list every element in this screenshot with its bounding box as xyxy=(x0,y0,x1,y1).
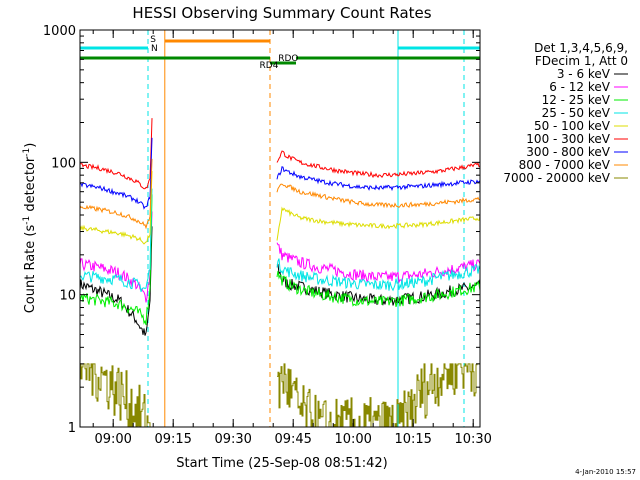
flag-label-rdo: RDO xyxy=(278,54,298,64)
plot-frame xyxy=(79,29,481,428)
legend-entry-label: 300 - 800 keV xyxy=(526,145,610,159)
series-line-7 xyxy=(79,137,481,210)
y-tick-label: 10 xyxy=(59,289,76,304)
series-line-2 xyxy=(79,211,481,303)
legend-entry-label: 50 - 100 keV xyxy=(534,119,611,133)
series-line-8 xyxy=(79,158,481,230)
legend-header-line-2: FDecim 1, Att 0 xyxy=(535,54,628,68)
timestamp: 4-Jan-2010 15:57 xyxy=(575,468,636,476)
x-tick-label: 09:00 xyxy=(94,432,131,447)
legend-header-line-1: Det 1,3,4,5,6,9, xyxy=(534,41,628,55)
x-tick-label: 10:30 xyxy=(454,432,491,447)
x-tick-label: 10:15 xyxy=(394,432,431,447)
y-axis-label: Count Rate (s-1 detector-1) xyxy=(22,143,38,314)
y-tick-label: 100 xyxy=(51,156,76,171)
flag-label-n: N xyxy=(151,44,158,54)
series-line-9 xyxy=(80,363,480,428)
legend-entry-label: 12 - 25 keV xyxy=(542,93,611,107)
series-line-5 xyxy=(79,171,481,245)
x-tick-label: 09:45 xyxy=(274,432,311,447)
x-tick-label: 10:00 xyxy=(334,432,371,447)
y-tick-label: 1000 xyxy=(43,24,76,39)
legend-entry-label: 3 - 6 keV xyxy=(557,67,611,81)
legend-entry-label: 25 - 50 keV xyxy=(542,106,611,120)
chart-title: HESSI Observing Summary Count Rates xyxy=(132,4,431,22)
x-tick-label: 09:30 xyxy=(214,432,251,447)
x-axis-ticks: 09:00 09:15 09:30 09:45 10:00 10:15 10:30 xyxy=(92,30,492,447)
plot-area: RD4 SN RDO xyxy=(79,30,481,428)
y-axis-ticks: 1 10 100 1000 xyxy=(43,24,480,436)
series-line-4 xyxy=(79,188,481,292)
series-line-6 xyxy=(80,118,480,190)
legend-entry-label: 7000 - 20000 keV xyxy=(503,171,610,185)
legend-entry-label: 800 - 7000 keV xyxy=(519,158,611,172)
state-bar-label: RD4 xyxy=(260,61,279,71)
series-line-3 xyxy=(79,194,481,326)
series-line-1 xyxy=(79,226,481,336)
legend: Det 1,3,4,5,6,9, FDecim 1, Att 0 3 - 6 k… xyxy=(503,41,628,185)
flag-label-s: S xyxy=(150,35,156,45)
legend-entry-label: 100 - 300 keV xyxy=(526,132,610,146)
x-axis-label: Start Time (25-Sep-08 08:51:42) xyxy=(176,456,387,471)
x-tick-label: 09:15 xyxy=(154,432,191,447)
y-tick-label: 1 xyxy=(68,421,76,436)
legend-entry-label: 6 - 12 keV xyxy=(549,80,611,94)
